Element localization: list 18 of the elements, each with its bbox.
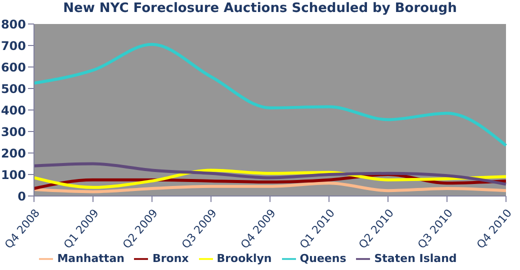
legend-label: Manhattan <box>57 252 124 266</box>
y-tick-label: 400 <box>0 103 26 118</box>
y-tick-label: 0 <box>18 189 26 204</box>
legend-label: Bronx <box>152 252 189 266</box>
y-tick-label: 700 <box>0 38 26 53</box>
y-tick-label: 800 <box>0 17 26 32</box>
legend-label: Staten Island <box>374 252 457 266</box>
line-series <box>32 182 508 194</box>
y-tick-label: 100 <box>0 168 26 182</box>
line-series <box>32 162 508 186</box>
chart-title: New NYC Foreclosure Auctions Scheduled by Borough <box>62 0 458 18</box>
legend-label: Queens <box>300 252 346 266</box>
legend-label: Brooklyn <box>216 252 272 266</box>
y-tick-label: 600 <box>0 60 26 74</box>
y-tick-label: 500 <box>0 82 26 96</box>
line-series <box>32 42 508 147</box>
y-tick-label: 300 <box>0 124 26 139</box>
y-tick-label: 200 <box>0 146 26 160</box>
